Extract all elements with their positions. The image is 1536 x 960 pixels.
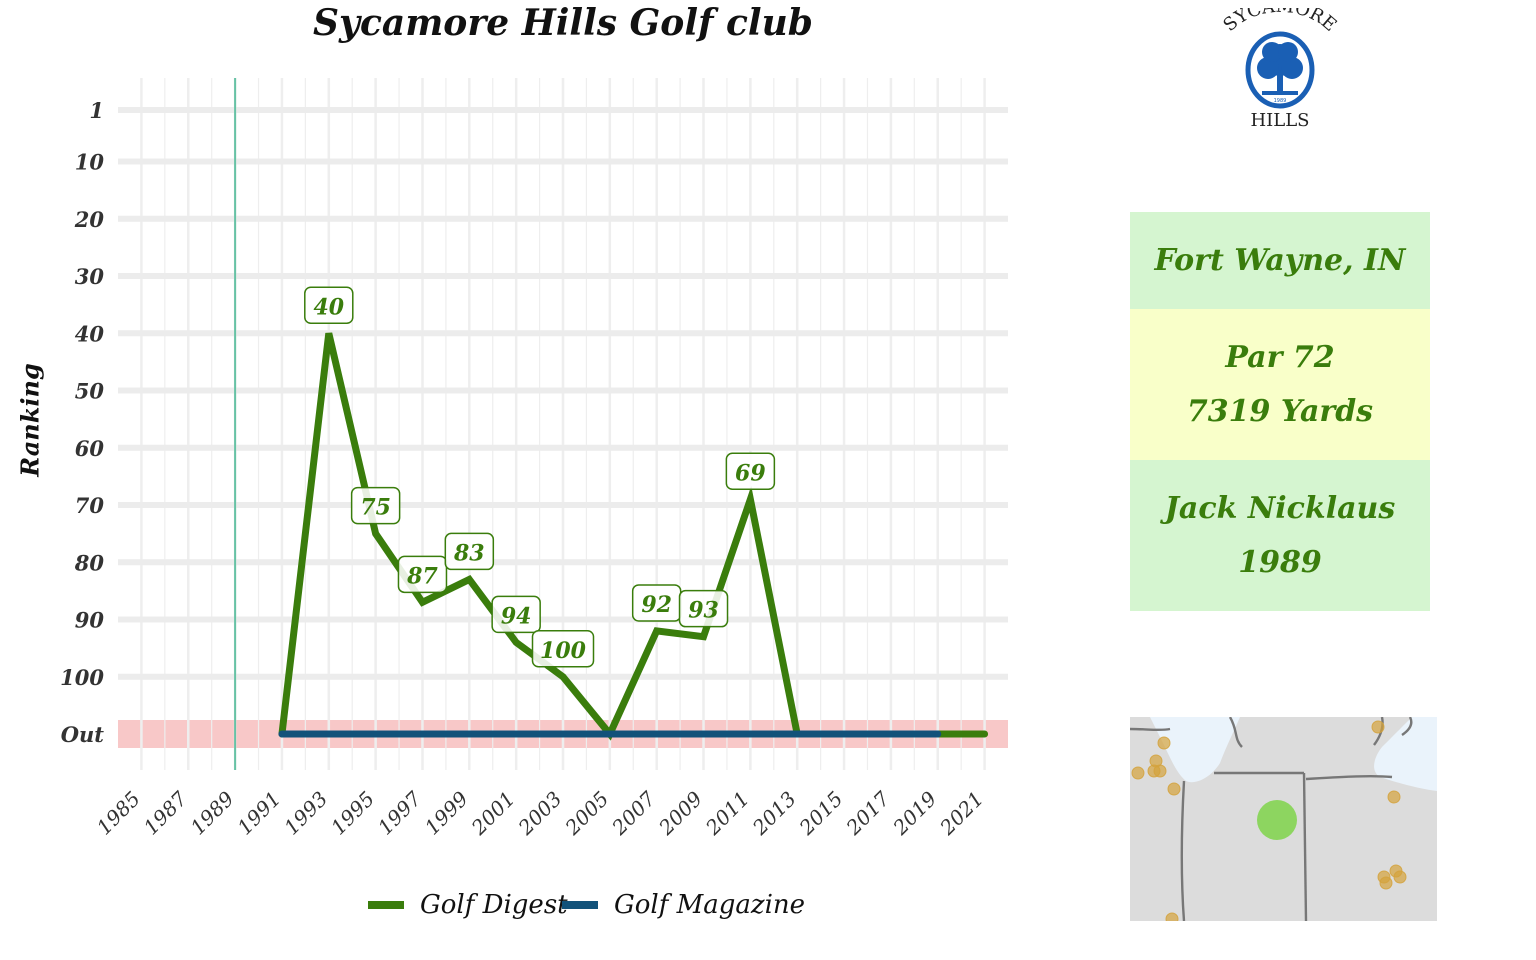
data-label: 75 xyxy=(360,495,391,521)
state-borders xyxy=(1130,717,1413,921)
location-minimap xyxy=(1130,717,1437,921)
opening-year-text: 1989 xyxy=(1238,544,1322,580)
y-tick-label: 60 xyxy=(75,436,105,461)
x-tick-label: 1995 xyxy=(326,787,379,840)
ranking-chart: 1102030405060708090100Out198519871989199… xyxy=(60,78,1008,841)
tree-icon xyxy=(1257,42,1303,95)
x-tick-label: 2017 xyxy=(841,786,895,840)
data-label: 94 xyxy=(501,603,532,629)
y-tick-label: 80 xyxy=(74,550,105,575)
y-tick-label: 10 xyxy=(75,150,105,175)
y-tick-label: 20 xyxy=(74,207,105,232)
chart-legend: Golf Digest Golf Magazine xyxy=(0,888,1130,928)
club-logo: SYCAMORE 1989 HILLS xyxy=(1219,8,1340,131)
x-tick-label: 2005 xyxy=(560,787,614,841)
y-tick-label: 90 xyxy=(75,608,105,633)
data-label: 87 xyxy=(406,563,438,589)
data-label-box xyxy=(304,286,354,325)
sycamore-hills-marker xyxy=(1257,800,1297,840)
x-tick-label: 1999 xyxy=(420,786,473,839)
x-tick-label: 1991 xyxy=(233,787,286,840)
lake-erie-shape xyxy=(1374,717,1437,791)
y-tick-label: 1 xyxy=(89,98,104,123)
y-tick-label: 100 xyxy=(60,665,104,690)
legend-swatch-golf-digest xyxy=(368,901,404,909)
x-tick-label: 1989 xyxy=(186,786,239,839)
legend-label-golf-digest: Golf Digest xyxy=(420,890,568,920)
legend-item-golf-magazine: Golf Magazine xyxy=(562,890,805,920)
y-tick-label: Out xyxy=(61,722,105,747)
location-box: Fort Wayne, IN xyxy=(1130,212,1430,309)
x-tick-label: 1987 xyxy=(139,786,192,839)
x-tick-label: 1993 xyxy=(279,787,332,840)
data-label-box xyxy=(531,630,595,668)
legend-item-golf-digest: Golf Digest xyxy=(368,890,568,920)
y-tick-label: 30 xyxy=(75,264,105,289)
x-tick-label: 2019 xyxy=(888,786,942,840)
x-tick-label: 2003 xyxy=(513,787,567,841)
x-tick-label: 1997 xyxy=(373,786,426,839)
x-tick-label: 1985 xyxy=(92,787,145,840)
x-tick-label: 2009 xyxy=(653,786,707,840)
location-text: Fort Wayne, IN xyxy=(1154,242,1406,278)
course-stats-box: Par 72 7319 Yards xyxy=(1130,309,1430,460)
data-label-box xyxy=(725,452,776,491)
x-tick-label: 2015 xyxy=(794,787,848,841)
x-tick-label: 2007 xyxy=(607,786,661,840)
legend-swatch-golf-magazine xyxy=(562,901,598,909)
yards-text: 7319 Yards xyxy=(1186,393,1374,429)
data-label-box xyxy=(678,589,729,628)
legend-label-golf-magazine: Golf Magazine xyxy=(614,890,806,920)
y-tick-label: 40 xyxy=(75,321,105,346)
data-label-box xyxy=(350,486,401,525)
data-label: 100 xyxy=(540,638,587,664)
data-label: 69 xyxy=(735,460,766,486)
data-label-box xyxy=(444,532,495,571)
y-tick-label: 50 xyxy=(75,379,105,404)
par-text: Par 72 xyxy=(1225,339,1335,375)
data-label-box xyxy=(491,595,541,634)
data-label-box xyxy=(397,555,448,594)
data-label: 92 xyxy=(641,592,672,618)
lake-michigan-shape xyxy=(1150,717,1240,783)
logo-year-text: 1989 xyxy=(1274,98,1287,104)
y-axis-label: Ranking xyxy=(15,363,45,477)
x-tick-label: 2021 xyxy=(934,787,988,841)
data-label: 93 xyxy=(688,598,719,624)
architect-box: Jack Nicklaus 1989 xyxy=(1130,460,1430,611)
x-tick-label: 2013 xyxy=(747,787,801,841)
y-tick-label: 70 xyxy=(75,493,105,518)
chart-title: Sycamore Hills Golf club xyxy=(313,2,813,44)
x-tick-label: 2001 xyxy=(466,787,520,841)
data-label: 83 xyxy=(453,540,485,566)
logo-bottom-text: HILLS xyxy=(1250,110,1309,131)
architect-text: Jack Nicklaus xyxy=(1164,490,1396,526)
other-courses-markers xyxy=(1131,720,1407,921)
x-tick-label: 2011 xyxy=(700,787,754,841)
data-label: 40 xyxy=(313,294,344,320)
